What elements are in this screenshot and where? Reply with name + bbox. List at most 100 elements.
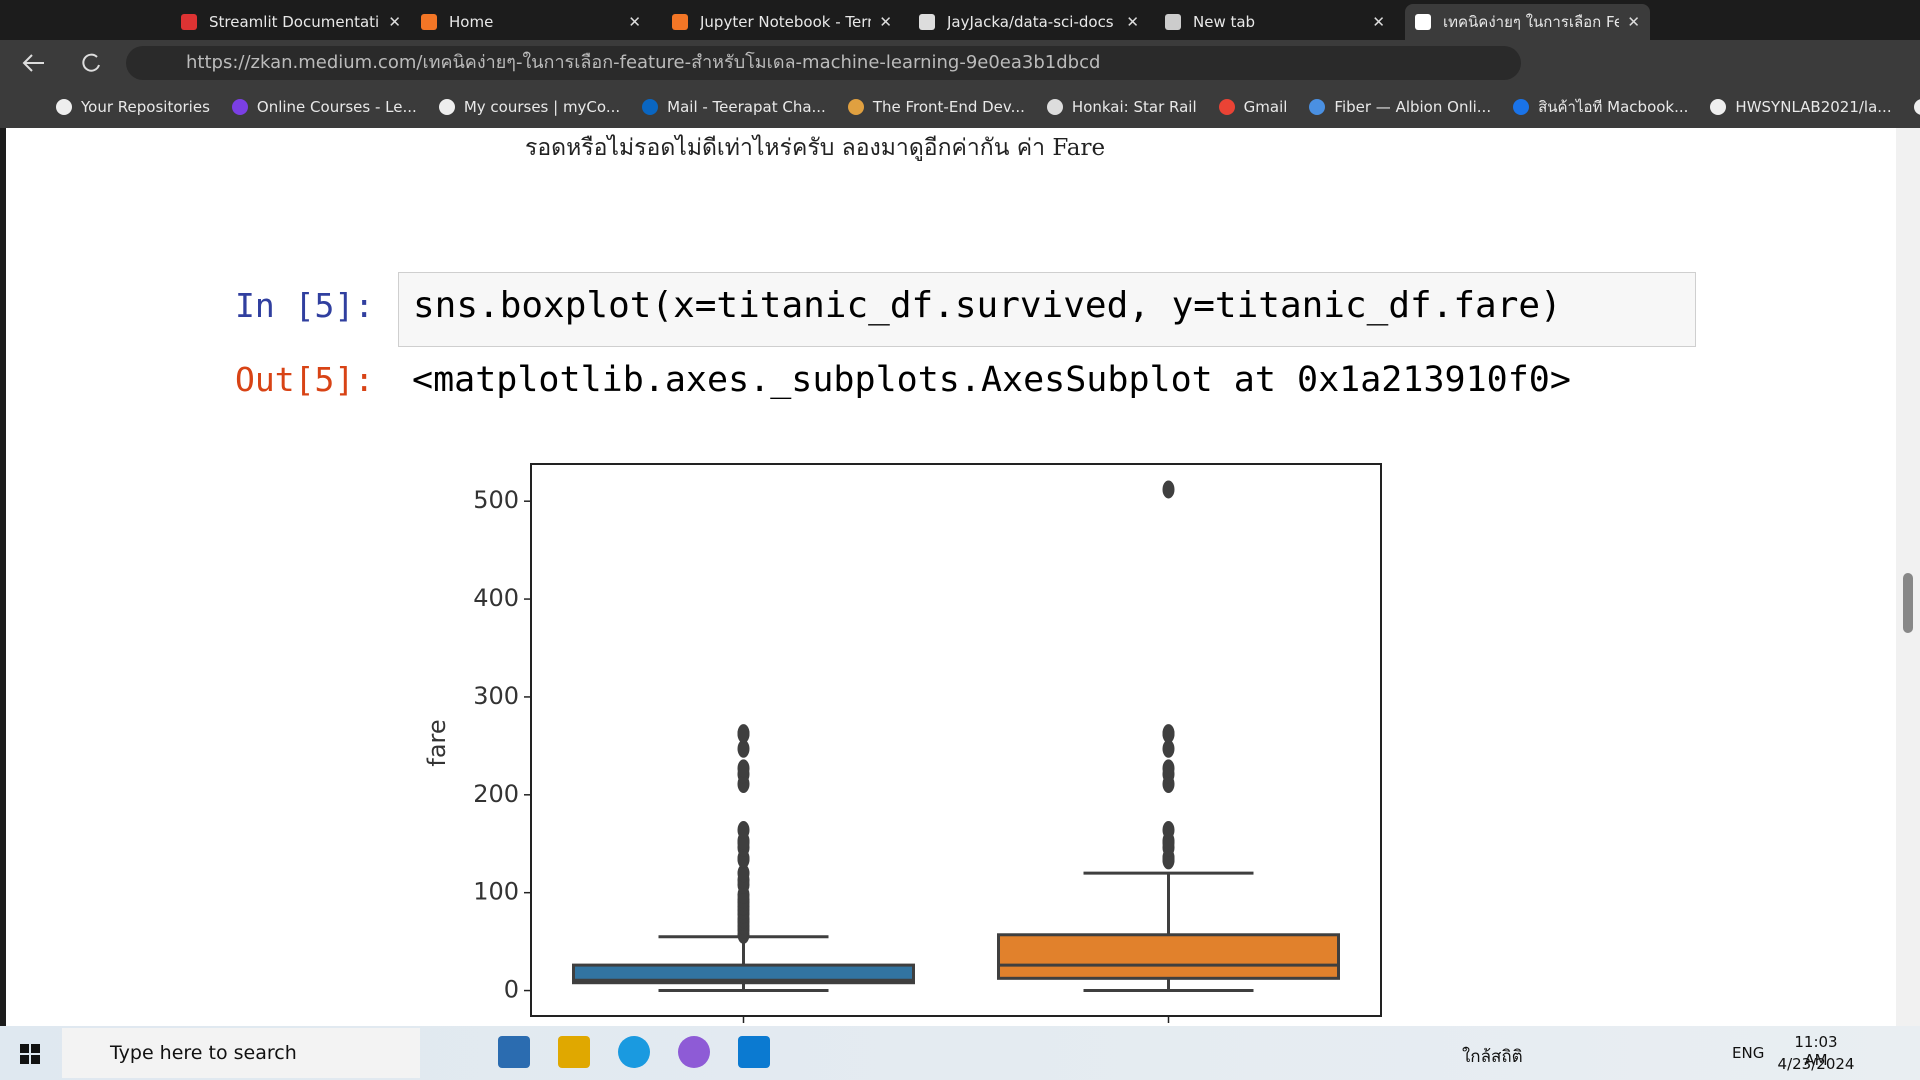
outlier — [737, 724, 750, 743]
language: ENG — [1732, 1044, 1765, 1062]
bookmark[interactable]: Your Repositories — [56, 98, 210, 116]
tab[interactable]: New tab ✕ — [1155, 4, 1395, 40]
box — [997, 933, 1340, 980]
bookmark-icon — [56, 99, 72, 115]
tab[interactable]: JayJacka/data-sci-docs ✕ — [909, 4, 1149, 40]
tab-icon — [919, 14, 935, 30]
bookmark[interactable]: HWSYNLAB2021/la... — [1710, 98, 1892, 116]
y-tick-label: 0 — [504, 976, 519, 1004]
y-tick-label: 300 — [473, 682, 519, 710]
tab-close[interactable]: ✕ — [1126, 13, 1139, 31]
bookmark[interactable]: Mail - Teerapat Cha... — [642, 98, 826, 116]
outlier — [1162, 739, 1175, 758]
code-cell[interactable]: sns.boxplot(x=titanic_df.survived, y=tit… — [398, 272, 1696, 347]
outlier — [1162, 821, 1175, 840]
scroll-thumb[interactable] — [1903, 573, 1913, 633]
bookmark-label: สินค้าไอที Macbook... — [1538, 98, 1689, 116]
tab-icon — [672, 14, 688, 30]
tab[interactable]: Jupyter Notebook - Term ✕ — [662, 4, 902, 40]
outlier — [1162, 759, 1175, 778]
nav-buttons — [22, 53, 100, 72]
bookmark[interactable]: Fiber — Albion Onli... — [1309, 98, 1491, 116]
boxplot: 0 100 200 300 400 500 fare — [423, 463, 1382, 1023]
bookmark-label: Gmail — [1243, 98, 1288, 116]
toolbar: https://zkan.medium.com/เทคนิคง่ายๆ-ในกา… — [0, 40, 1920, 86]
bookmark-icon — [1513, 99, 1530, 115]
y-tick-label: 500 — [473, 486, 519, 514]
bookmark[interactable]: Honkai: Star Rail — [1046, 98, 1197, 116]
outlier — [737, 821, 750, 840]
bookmarks-bar: Your Repositories Online Courses - Le... M… — [0, 86, 1920, 128]
bookmark-icon — [1710, 99, 1727, 115]
clock-time: 11:03 AM — [1794, 1033, 1838, 1069]
tab-icon — [421, 14, 437, 30]
tab-icon — [181, 14, 197, 30]
clock-date: 4/23/2024 — [1777, 1055, 1855, 1073]
bookmark-icon — [1913, 99, 1920, 115]
bookmark[interactable]: Gmail — [1218, 98, 1288, 116]
output-text: <matplotlib.axes._subplots.AxesSubplot a… — [412, 360, 1571, 400]
bookmark-icon — [1218, 99, 1235, 115]
address-bar[interactable]: https://zkan.medium.com/เทคนิคง่ายๆ-ในกา… — [126, 46, 1521, 80]
tab-icon — [1415, 14, 1431, 30]
y-tick-label: 200 — [473, 780, 519, 808]
bookmark-label: The Front-End Dev... — [872, 98, 1025, 116]
box — [572, 963, 915, 985]
outlier — [1162, 724, 1175, 743]
tab-close[interactable]: ✕ — [628, 13, 641, 31]
bookmark[interactable]: สินค้าไอที Macbook... — [1513, 95, 1688, 119]
outlier — [1162, 480, 1175, 499]
outlier — [737, 759, 750, 778]
bookmark-label: HWSYNLAB2021/la... — [1735, 98, 1892, 116]
tab-strip: Streamlit Documentation ✕ Home ✕ Jupyter Not… — [0, 0, 1920, 40]
bookmark-label: Honkai: Star Rail — [1071, 98, 1197, 116]
outlier — [737, 739, 750, 758]
y-tick-label: 400 — [473, 584, 519, 612]
bookmark-icon — [438, 99, 455, 115]
tab-close[interactable]: ✕ — [1372, 13, 1385, 31]
tab-title: Home — [449, 13, 494, 31]
tab-close[interactable]: ✕ — [388, 13, 401, 31]
bookmark[interactable]: My courses | myCo... — [438, 98, 621, 116]
tab-title: เทคนิคง่ายๆ ในการเลือก Feat — [1443, 13, 1620, 31]
tab-close[interactable]: ✕ — [1627, 13, 1640, 31]
tab-title: Jupyter Notebook - Term — [700, 13, 872, 31]
bookmark[interactable]: Online Courses - Le... — [231, 98, 417, 116]
outlier — [737, 864, 750, 883]
bookmark-icon — [1309, 99, 1326, 115]
article-text: รอดหรือไม่รอดไม่ดีเท่าไหร่ครับ ลองมาดูอี… — [525, 135, 1106, 161]
taskbar: Type here to search ใกล้สถิติ ENG 11:03 … — [0, 1026, 1920, 1080]
search-box[interactable]: Type here to search — [62, 1028, 420, 1078]
bookmark-label: My courses | myCo... — [463, 98, 621, 116]
bookmark-label: Online Courses - Le... — [256, 98, 417, 116]
tab-icon — [1165, 14, 1181, 30]
plot-frame — [530, 463, 1382, 1017]
tab-title: JayJacka/data-sci-docs — [947, 13, 1114, 31]
input-prompt: In [5]: — [235, 286, 375, 325]
tab[interactable]: Streamlit Documentation ✕ — [171, 4, 411, 40]
bookmark-label: Mail - Teerapat Cha... — [667, 98, 826, 116]
bookmark-icon — [1046, 99, 1063, 115]
tab-close[interactable]: ✕ — [879, 13, 892, 31]
bookmark[interactable]: r — [1913, 98, 1920, 116]
start-button[interactable] — [0, 1026, 60, 1080]
scrollbar[interactable] — [1896, 128, 1920, 1026]
output-prompt: Out[5]: — [235, 360, 375, 399]
bookmark-icon — [231, 99, 248, 115]
page-content: รอดหรือไม่รอดไม่ดีเท่าไหร่ครับ ลองมาดูอี… — [6, 128, 1896, 1026]
y-tick-label: 100 — [473, 878, 519, 906]
tab[interactable]: เทคนิคง่ายๆ ในการเลือก Feat ✕ — [1405, 4, 1650, 40]
taskbar-apps — [498, 1036, 798, 1070]
tab-title: New tab — [1193, 13, 1256, 31]
weather: ใกล้สถิติ — [1462, 1047, 1523, 1067]
y-axis-label: fare — [423, 719, 451, 766]
tab-title: Streamlit Documentation — [209, 13, 381, 31]
bookmark-label: Fiber — Albion Onli... — [1334, 98, 1492, 116]
tab[interactable]: Home ✕ — [411, 4, 651, 40]
code: sns.boxplot(x=titanic_df.survived, y=tit… — [413, 285, 1562, 326]
bookmark-icon — [642, 99, 659, 115]
bookmark-icon — [847, 99, 864, 115]
bookmark-label: Your Repositories — [81, 98, 210, 116]
bookmark[interactable]: The Front-End Dev... — [847, 98, 1025, 116]
